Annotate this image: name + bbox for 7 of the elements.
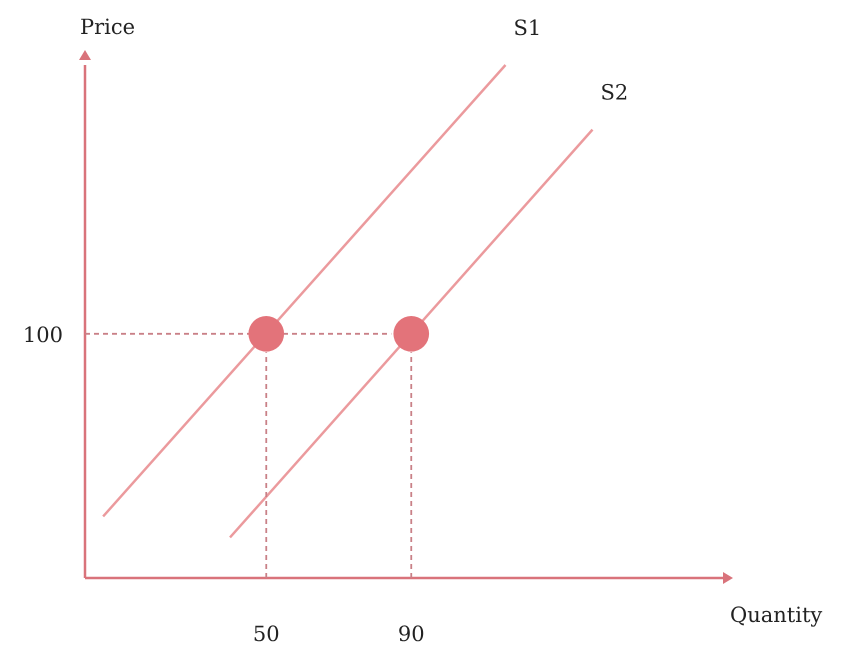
x-tick-label: 50 (252, 622, 280, 646)
y-axis-title: Price (80, 15, 136, 39)
x-axis-title: Quantity (730, 603, 822, 627)
text: 100 (22, 323, 63, 347)
x-tick-label: 90 (398, 622, 425, 646)
series-label: S2 (600, 80, 628, 105)
series-label: S1 (514, 16, 542, 40)
